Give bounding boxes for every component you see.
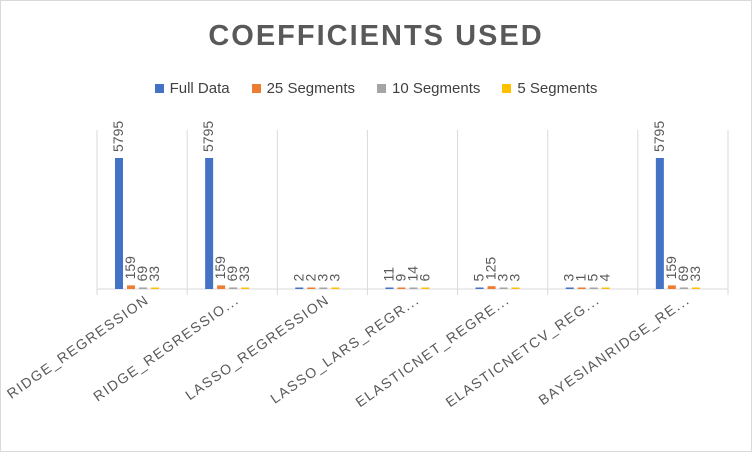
bar [565, 287, 574, 289]
category-label: BAYESIANRIDGE_RE... [535, 291, 692, 408]
bar [307, 287, 316, 289]
data-label: 33 [687, 266, 703, 282]
bar [691, 287, 700, 289]
bar [421, 287, 430, 289]
data-label: 33 [236, 266, 252, 282]
category-label: RIDGE_REGRESSIO... [90, 291, 242, 404]
data-label: 125 [483, 257, 499, 281]
legend-item-full-data: Full Data [154, 80, 230, 97]
legend-label: 10 Segments [391, 80, 481, 97]
data-label: 4 [597, 274, 613, 282]
data-label: 14 [404, 266, 420, 282]
data-label: 5 [585, 274, 601, 282]
data-label: 3 [326, 274, 342, 282]
bar [241, 287, 250, 289]
bar [409, 287, 418, 289]
bar [139, 287, 147, 289]
bar [577, 287, 586, 289]
bar [295, 287, 304, 289]
legend-item-5-segments: 5 Segments [502, 80, 597, 97]
bar [667, 285, 676, 289]
bar [319, 287, 328, 289]
bar [601, 287, 610, 289]
data-label: 69 [134, 266, 150, 282]
data-label: 6 [416, 274, 432, 282]
data-label: 3 [495, 274, 511, 282]
legend-label: 25 Segments [266, 80, 355, 97]
category-label: ELASTICNETCV_REG... [443, 291, 603, 410]
category-label: LASSO_LARS_REGR... [267, 291, 422, 406]
legend-swatch [502, 84, 512, 93]
category-label: ELASTICNET_REGRE... [352, 291, 512, 410]
data-label: 3 [507, 274, 523, 282]
data-label: 69 [675, 266, 691, 282]
bar [655, 158, 664, 289]
bar [385, 287, 394, 289]
bar [331, 287, 340, 289]
legend-swatch [376, 84, 386, 93]
chart-legend: Full Data 25 Segments 10 Segments 5 Segm… [0, 80, 752, 97]
category-label: RIDGE_REGRESSION [4, 291, 152, 401]
bar [229, 287, 238, 289]
chart-title: COEFFICIENTS USED [208, 20, 544, 52]
bar [205, 158, 214, 289]
legend-item-10-segments: 10 Segments [376, 80, 481, 97]
legend-label: Full Data [169, 80, 230, 97]
bar [511, 287, 520, 289]
data-label: 11 [380, 267, 396, 282]
data-label: 5 [471, 274, 487, 282]
bar [127, 285, 135, 289]
bar [217, 285, 226, 289]
bar [115, 158, 123, 289]
data-label: 3 [561, 274, 577, 282]
bar [151, 287, 159, 289]
bar [475, 287, 484, 289]
legend-swatch [154, 84, 164, 93]
bar [499, 287, 508, 289]
data-label: 159 [212, 256, 228, 280]
data-label: 69 [224, 266, 240, 282]
category-label: LASSO_REGRESSION [182, 291, 332, 403]
data-label: 159 [122, 256, 138, 280]
data-label: 3 [314, 274, 330, 282]
data-label: 5795 [200, 121, 216, 152]
legend-label: 5 Segments [517, 80, 598, 97]
data-label: 2 [290, 274, 306, 282]
data-label: 2 [302, 274, 318, 282]
data-label: 1 [573, 274, 589, 282]
data-label: 5795 [651, 121, 667, 152]
data-label: 159 [663, 256, 679, 280]
bar [679, 287, 688, 289]
data-label: 9 [392, 274, 408, 282]
data-label: 5795 [110, 121, 126, 152]
bar [589, 287, 598, 289]
bar [397, 287, 406, 289]
legend-item-25-segments: 25 Segments [251, 80, 355, 97]
legend-swatch [251, 84, 261, 93]
bar [487, 286, 496, 289]
data-label: 33 [146, 266, 162, 282]
